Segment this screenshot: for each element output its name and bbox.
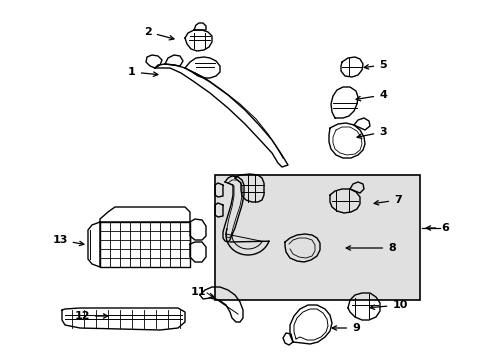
Text: 10: 10 xyxy=(369,300,407,310)
Text: 5: 5 xyxy=(364,60,386,70)
Text: 8: 8 xyxy=(346,243,395,253)
Text: 1: 1 xyxy=(128,67,158,77)
Text: 9: 9 xyxy=(331,323,359,333)
Text: 12: 12 xyxy=(74,311,108,321)
Text: 2: 2 xyxy=(144,27,174,40)
Text: 13: 13 xyxy=(52,235,84,246)
Bar xyxy=(100,222,190,267)
Text: 4: 4 xyxy=(355,90,386,101)
Text: 7: 7 xyxy=(373,195,401,205)
Text: 3: 3 xyxy=(356,127,386,139)
Text: 11: 11 xyxy=(190,287,214,298)
Text: 6: 6 xyxy=(426,223,448,233)
Bar xyxy=(215,175,419,300)
